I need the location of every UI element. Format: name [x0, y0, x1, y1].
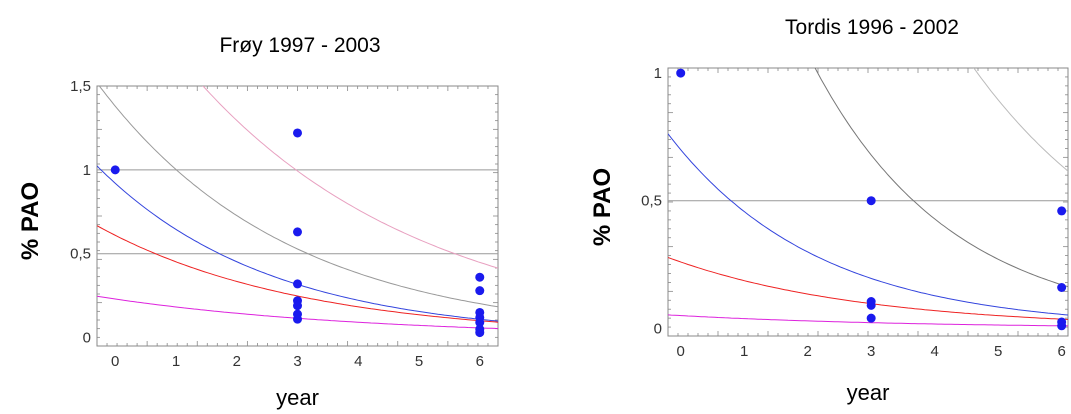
y-tick-label: 0 — [83, 330, 91, 347]
data-point — [866, 300, 876, 310]
chart-panel-1: Tordis 1996 - 2002 0 1 2 3 4 5 6 0 0,5 1 year % PAO — [589, 16, 1069, 405]
x-tick-label: 1 — [172, 353, 180, 370]
x-tick-label: 5 — [994, 343, 1002, 360]
x-tick-label: 4 — [354, 353, 362, 370]
data-point — [110, 165, 120, 175]
y-axis-label: % PAO — [589, 168, 616, 246]
chart-title: Frøy 1997 - 2003 — [219, 34, 380, 57]
fit-curve — [973, 68, 1068, 172]
data-point — [1057, 321, 1067, 331]
data-point — [293, 314, 302, 324]
data-point — [293, 227, 302, 237]
y-tick-label: 0 — [654, 320, 662, 337]
x-tick-label: 3 — [867, 343, 875, 360]
y-tick-label: 0,5 — [641, 193, 662, 210]
fit-curve — [97, 225, 498, 323]
x-tick-label: 3 — [293, 353, 301, 370]
data-point — [676, 68, 686, 78]
data-point — [475, 272, 485, 282]
fit-curve — [668, 314, 1068, 327]
x-tick-label: 6 — [1057, 343, 1065, 360]
x-tick-label: 5 — [415, 353, 423, 370]
data-point — [475, 318, 485, 328]
y-axis-label: % PAO — [17, 182, 44, 260]
y-tick-label: 1 — [83, 162, 91, 179]
y-tick-label: 1 — [654, 65, 662, 82]
fit-curve — [814, 68, 1068, 288]
x-tick-label: 2 — [804, 343, 812, 360]
data-point — [293, 128, 302, 138]
x-tick-label: 2 — [233, 353, 241, 370]
fit-curve — [98, 86, 498, 308]
x-axis-label: year — [276, 385, 319, 410]
curve-group — [668, 68, 1068, 327]
chart-panel-0: Frøy 1997 - 2003 0 1 2 3 4 5 6 0 0,5 1 1,5 year % PAO — [17, 34, 499, 410]
data-point — [475, 328, 485, 338]
y-tick-label: 1,5 — [70, 78, 91, 95]
data-point — [475, 286, 485, 296]
x-tick-label: 4 — [930, 343, 938, 360]
data-point — [866, 196, 876, 206]
data-point — [866, 313, 876, 323]
chart-title: Tordis 1996 - 2002 — [785, 16, 959, 39]
x-tick-label: 0 — [111, 353, 119, 370]
x-tick-label: 0 — [677, 343, 685, 360]
data-point — [293, 301, 302, 311]
fit-curve — [202, 86, 498, 269]
x-tick-label: 6 — [476, 353, 484, 370]
data-point — [1057, 206, 1067, 216]
x-axis-label: year — [847, 380, 890, 405]
y-tick-label: 0,5 — [70, 246, 91, 263]
x-tick-label: 1 — [740, 343, 748, 360]
data-point — [1057, 283, 1067, 293]
data-point — [293, 279, 302, 289]
fit-curve — [668, 133, 1068, 316]
